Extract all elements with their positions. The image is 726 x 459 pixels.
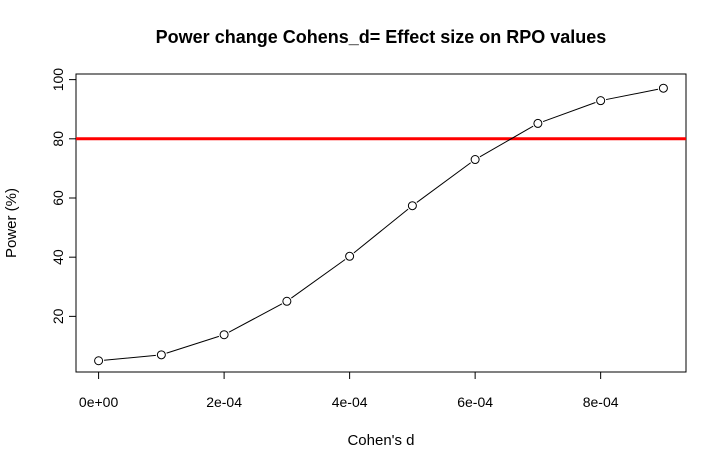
x-tick-label: 0e+00 [79, 394, 119, 410]
x-tick-label: 4e-04 [332, 394, 368, 410]
data-point [94, 356, 104, 366]
x-tick-label: 8e-04 [583, 394, 619, 410]
x-axis-label: Cohen's d [347, 432, 414, 449]
y-axis: 20 40 60 80 100 [50, 68, 76, 324]
plot-frame [75, 73, 687, 373]
series-line [104, 88, 659, 361]
data-point [533, 118, 543, 128]
data-point [658, 83, 668, 93]
x-tick-label: 6e-04 [457, 394, 493, 410]
x-tick-label: 2e-04 [206, 394, 242, 410]
y-axis-label: Power (%) [3, 188, 20, 258]
x-axis: 0e+00 2e-04 4e-04 6e-04 8e-04 [79, 372, 619, 410]
y-tick-label: 80 [50, 131, 66, 147]
data-point [407, 201, 417, 211]
data-point [219, 330, 229, 340]
y-tick-label: 60 [50, 190, 66, 206]
data-point [345, 251, 355, 261]
y-tick-label: 100 [50, 68, 66, 92]
data-point [470, 155, 480, 165]
data-point [156, 350, 166, 360]
y-tick-label: 40 [50, 249, 66, 265]
data-point [282, 296, 292, 306]
data-point [596, 96, 606, 106]
y-tick-label: 20 [50, 308, 66, 324]
chart-title: Power change Cohens_d= Effect size on RP… [156, 27, 607, 47]
data-points [94, 83, 668, 366]
